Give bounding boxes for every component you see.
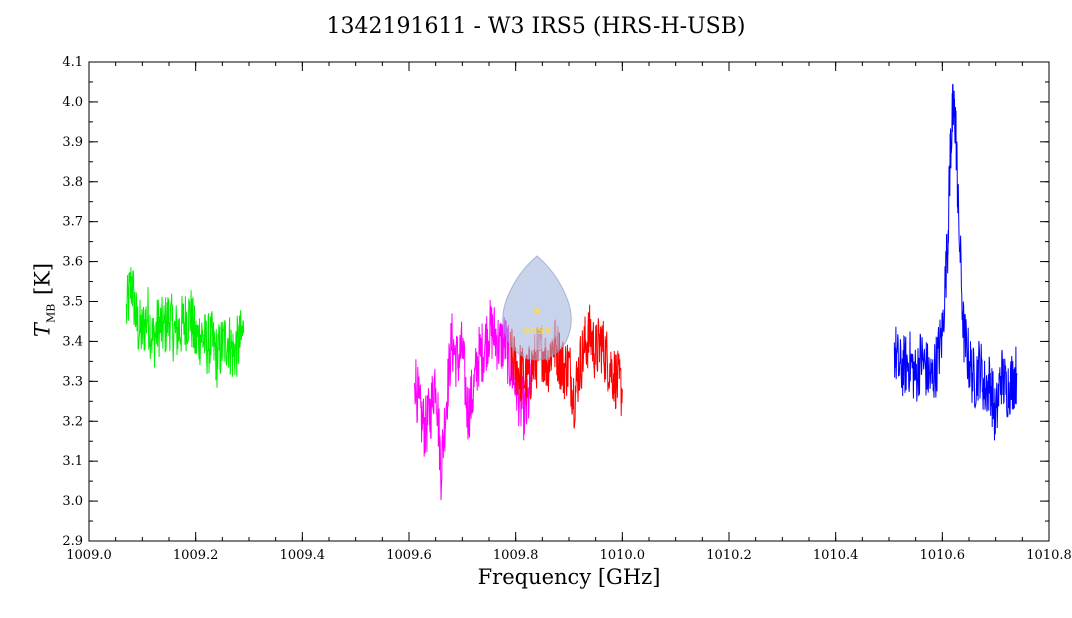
x-tick-label: 1010.4 (813, 548, 859, 563)
y-tick-label: 2.9 (62, 534, 83, 549)
x-tick-label: 1010.2 (706, 548, 752, 563)
y-tick-label: 3.6 (62, 255, 83, 270)
x-tick-label: 1009.8 (493, 548, 539, 563)
svg-text:✦: ✦ (531, 304, 543, 320)
axis-ticks: 1009.0 1009.2 1009.4 1009.6 1009.8 1010.0 1010… (62, 55, 1071, 563)
y-tick-label: 3.0 (62, 494, 83, 509)
x-axis-label: Frequency [GHz] (477, 565, 661, 589)
y-tick-label: 3.9 (62, 135, 83, 150)
x-tick-label: 1010.8 (1026, 548, 1072, 563)
y-tick-label: 3.1 (62, 454, 83, 469)
y-axis-label: TMB [K] (31, 263, 58, 337)
x-tick-label: 1010.6 (920, 548, 966, 563)
y-tick-label: 3.3 (62, 374, 83, 389)
y-tick-label: 3.8 (62, 175, 83, 190)
wise-logo-text: WISE (523, 326, 552, 337)
series-layer (125, 83, 1018, 501)
x-tick-label: 1009.4 (280, 548, 326, 563)
y-tick-label: 3.5 (62, 295, 83, 310)
y-tick-label: 3.2 (62, 414, 83, 429)
wise-logo-icon: ✦ WISE (502, 255, 572, 361)
chart-title: 1342191611 - W3 IRS5 (HRS-H-USB) (326, 14, 746, 39)
plot-frame (88, 61, 1050, 542)
y-tick-label: 4.0 (62, 95, 83, 110)
y-tick-label: 3.7 (62, 215, 83, 230)
x-tick-label: 1009.2 (173, 548, 219, 563)
series-line-0 (125, 267, 245, 388)
y-tick-label: 3.4 (62, 334, 83, 349)
x-tick-label: 1010.0 (600, 548, 646, 563)
x-tick-label: 1009.6 (386, 548, 432, 563)
y-tick-label: 4.1 (62, 55, 83, 70)
y-axis-sub: MB (44, 303, 58, 324)
x-tick-label: 1009.0 (66, 548, 112, 563)
y-axis-var: T (30, 323, 55, 338)
series-line-3 (893, 83, 1018, 441)
series-line-1 (413, 299, 533, 501)
y-axis-unit: [K] (30, 262, 55, 296)
